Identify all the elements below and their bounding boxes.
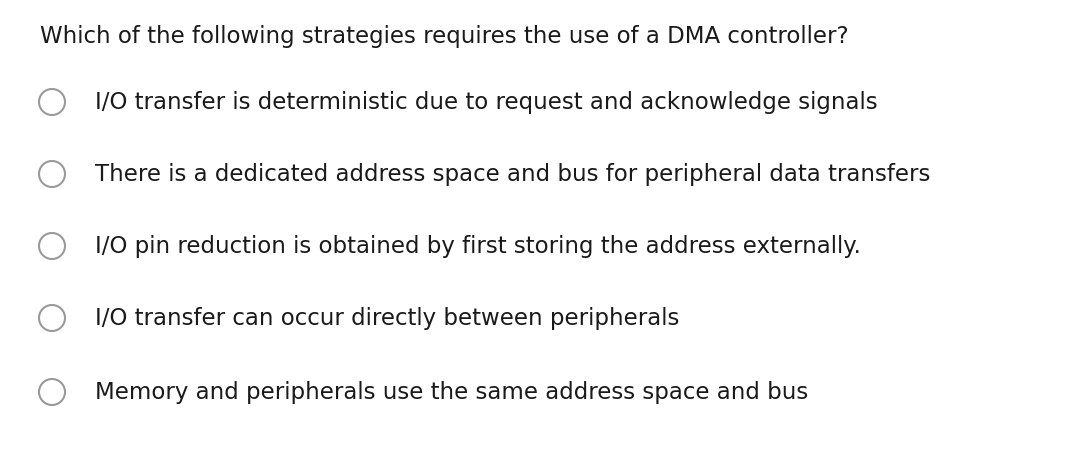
Text: I/O transfer can occur directly between peripherals: I/O transfer can occur directly between …: [95, 306, 679, 329]
Ellipse shape: [39, 161, 65, 187]
Ellipse shape: [39, 233, 65, 259]
Ellipse shape: [39, 89, 65, 115]
Text: Which of the following strategies requires the use of a DMA controller?: Which of the following strategies requir…: [40, 25, 849, 49]
Text: I/O pin reduction is obtained by first storing the address externally.: I/O pin reduction is obtained by first s…: [95, 235, 861, 258]
Text: There is a dedicated address space and bus for peripheral data transfers: There is a dedicated address space and b…: [95, 162, 930, 185]
Text: Memory and peripherals use the same address space and bus: Memory and peripherals use the same addr…: [95, 380, 808, 404]
Ellipse shape: [39, 379, 65, 405]
Text: I/O transfer is deterministic due to request and acknowledge signals: I/O transfer is deterministic due to req…: [95, 91, 877, 113]
Ellipse shape: [39, 305, 65, 331]
